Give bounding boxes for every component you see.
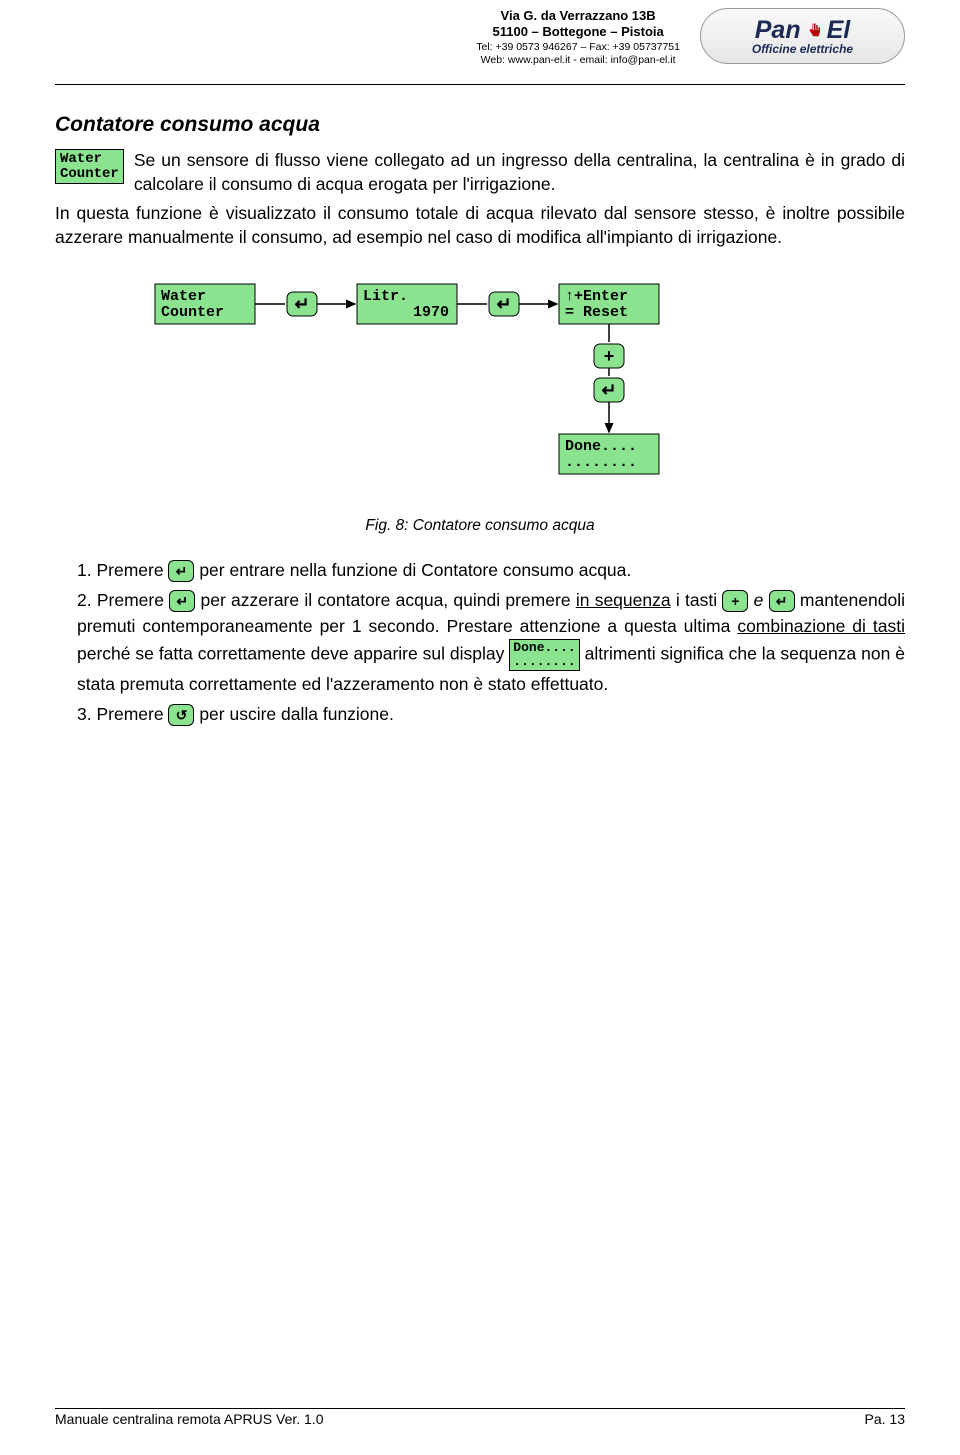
address-line-1: Via G. da Verrazzano 13B [476,8,680,24]
step-2-e: e [754,590,769,610]
step-3: 3. Premere ↺ per uscire dalla funzione. [77,701,905,727]
step-2-pre: 2. Premere [77,590,169,610]
exit-button-icon: ↺ [168,704,194,726]
header-divider [55,84,905,85]
svg-text:↵: ↵ [496,294,511,314]
svg-text:↵: ↵ [601,380,616,400]
enter-button-icon: ↵ [769,590,795,612]
svg-text:1970: 1970 [413,304,449,321]
enter-button-icon: ↵ [169,590,195,612]
step-1-pre: 1. Premere [77,560,168,580]
contact-line: Tel: +39 0573 946267 – Fax: +39 05737751 [476,41,680,54]
step-1-post: per entrare nella funzione di Contatore … [199,560,631,580]
lcd-water-counter: Water Counter [55,149,124,184]
steps-list: 1. Premere ↵ per entrare nella funzione … [55,557,905,728]
step-2-mid1: per azzerare il contatore acqua, quindi … [200,590,575,610]
logo-main: Pan El [755,16,850,45]
hand-icon [805,22,823,40]
step-3-pre: 3. Premere [77,704,168,724]
paragraph-2: In questa funzione è visualizzato il con… [55,202,905,249]
footer-left: Manuale centralina remota APRUS Ver. 1.0 [55,1411,323,1427]
svg-text:↑+Enter: ↑+Enter [565,288,628,305]
plus-button-icon: + [722,590,748,612]
svg-text:↵: ↵ [294,294,309,314]
svg-text:Water: Water [161,288,206,305]
logo-text-pre: Pan [755,16,801,45]
step-2-seq: in sequenza [576,590,671,610]
address-line-2: 51100 – Bottegone – Pistoia [476,24,680,40]
company-address: Via G. da Verrazzano 13B 51100 – Bottego… [476,8,680,67]
web-line: Web: www.pan-el.it - email: info@pan-el.… [476,54,680,67]
figure-caption: Fig. 8: Contatore consumo acqua [55,517,905,535]
svg-text:........: ........ [565,454,637,471]
page-header: Via G. da Verrazzano 13B 51100 – Bottego… [55,0,905,80]
logo-subtitle: Officine elettriche [752,42,853,56]
section-title: Contatore consumo acqua [55,113,905,137]
lcd-done-inline: Done.... ........ [509,639,579,670]
svg-text:Counter: Counter [161,304,224,321]
footer-right: Pa. 13 [865,1411,905,1427]
logo-text-post: El [827,16,851,45]
step-2: 2. Premere ↵ per azzerare il contatore a… [77,587,905,697]
step-2-comb: combinazione di tasti [737,616,905,636]
enter-button-icon: ↵ [168,560,194,582]
step-2-mid4: perché se fatta correttamente deve appar… [77,644,509,664]
paragraph-1: Se un sensore di flusso viene collegato … [134,149,905,196]
paragraph-1-block: Water Counter Se un sensore di flusso vi… [55,149,905,196]
step-2-mid2: i tasti [676,590,723,610]
step-1: 1. Premere ↵ per entrare nella funzione … [77,557,905,583]
page-footer: Manuale centralina remota APRUS Ver. 1.0… [55,1408,905,1427]
step-3-post: per uscire dalla funzione. [199,704,394,724]
svg-text:Litr.: Litr. [363,288,408,305]
svg-text:= Reset: = Reset [565,304,628,321]
flow-diagram: Water Counter ↵ Litr. 1970 ↵ ↑+Enter = R… [55,264,905,509]
svg-text:+: + [604,346,615,366]
svg-text:Done....: Done.... [565,438,637,455]
company-logo: Pan El Officine elettriche [700,8,905,64]
